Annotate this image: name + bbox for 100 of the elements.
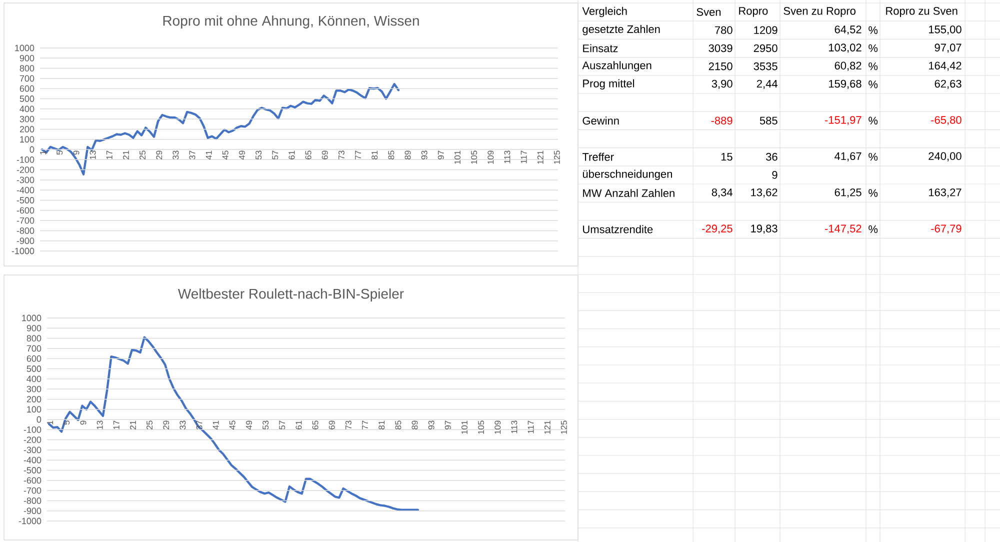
y-tick-label: 600 [20,85,34,92]
x-tick-label: 121 [537,150,544,164]
y-tick-label: 700 [26,345,42,352]
data-label: 780 [715,26,732,34]
x-tick-label: 29 [163,420,170,430]
text: % [868,225,878,234]
category-label: Auszahlungen [582,61,652,72]
x-tick-label: 81 [378,420,385,430]
data-label: 1209 [754,26,778,34]
chart-title: Ropro mit ohne Ahnung, Können, Wissen [163,15,419,29]
y-tick-label: 200 [26,396,42,402]
y-tick-label: 1000 [22,314,42,322]
data-label: 155,00 [928,26,962,35]
y-tick-label: -900 [24,508,42,514]
data-label: 13,62 [751,188,778,198]
category-label: Einsatz [583,44,618,52]
category-label: Gewinn [582,116,619,125]
x-tick-label: 53 [256,150,262,160]
x-tick-label: 113 [511,420,518,434]
x-tick-label: 53 [262,420,269,430]
x-tick-label: 25 [146,420,153,430]
x-tick-label: 37 [196,420,202,430]
x-tick-label: 65 [305,150,312,160]
x-tick-label: 113 [504,150,510,164]
x-tick-label: 105 [478,420,484,434]
text: Ropro [739,7,768,17]
x-tick-label: 109 [494,420,501,434]
data-label: 2,44 [756,80,778,89]
data-label: 3,90 [712,80,732,89]
y-tick-label: 0 [30,146,34,153]
x-tick-label: 61 [296,420,302,430]
text: % [868,116,878,124]
x-tick-label: 125 [560,420,567,434]
x-tick-label: 69 [328,420,335,430]
y-tick-label: 800 [20,65,34,72]
data-label: 64,52 [834,26,862,35]
x-tick-label: 73 [345,420,352,430]
chart-title: Weltbester Roulett-nach-BIN-Spieler [178,288,404,302]
text: Ropro zu Sven [886,7,958,17]
x-tick-label: 5 [56,150,63,155]
x-tick-label: 49 [246,420,252,430]
y-tick-label: 300 [26,386,42,392]
data-label: 164,42 [928,62,962,71]
data-label: 3039 [708,44,732,52]
data-label: -147,52 [824,224,862,234]
y-tick-label: -500 [24,467,42,474]
x-tick-label: 17 [113,420,120,430]
y-tick-label: -700 [24,487,42,494]
x-tick-label: 9 [80,420,86,425]
category-label: Prog mittel [583,79,634,90]
x-tick-label: 121 [544,420,550,434]
x-tick-label: 101 [461,420,468,434]
y-tick-label: 700 [20,75,34,82]
data-label: -67,79 [931,224,962,234]
data-label: 585 [760,116,778,124]
data-label: 61,25 [834,188,862,198]
text: % [868,189,878,197]
x-tick-label: 21 [122,150,129,160]
y-tick-label: -100 [16,156,34,163]
x-tick-label: 41 [212,420,219,430]
x-tick-label: 29 [156,150,162,160]
y-tick-label: -300 [24,446,42,454]
x-tick-label: 1 [47,420,53,424]
text: % [868,26,878,34]
category-label: überschneidungen [582,170,672,180]
y-tick-label: -800 [16,228,34,234]
x-tick-label: 77 [362,420,368,430]
x-tick-label: 117 [528,420,534,434]
data-label: 97,07 [934,44,962,53]
x-tick-label: 65 [312,420,318,430]
text: % [868,80,878,88]
y-tick-label: 800 [26,335,42,342]
x-tick-label: 57 [279,420,286,430]
x-tick-label: 57 [272,150,278,160]
x-tick-label: 13 [96,420,103,430]
text: % [868,152,878,161]
y-tick-label: -400 [24,456,42,464]
y-tick-label: -100 [24,426,42,433]
x-tick-label: 93 [428,420,434,430]
y-tick-label: 900 [26,324,42,332]
x-tick-label: 85 [388,150,394,160]
data-label: 159,68 [828,80,862,89]
category-label: gesetzte Zahlen [582,24,660,36]
x-tick-label: 37 [189,150,196,160]
y-tick-label: 100 [20,136,34,143]
category-label: MW Anzahl Zahlen [583,188,674,198]
text: % [868,44,878,52]
y-tick-label: 400 [26,376,42,382]
data-label: 240,00 [928,152,962,162]
data-label: 8,34 [712,188,732,198]
data-label: 163,27 [928,188,962,198]
data-label: 36 [766,152,778,161]
x-tick-label: 101 [454,150,460,164]
data-label: 103,02 [828,44,862,53]
y-tick-label: 1000 [15,44,34,52]
data-label: -29,25 [702,224,732,234]
y-tick-label: -200 [24,436,42,443]
text: % [868,62,878,70]
x-tick-label: 5 [64,420,70,425]
x-tick-label: 73 [338,150,344,160]
